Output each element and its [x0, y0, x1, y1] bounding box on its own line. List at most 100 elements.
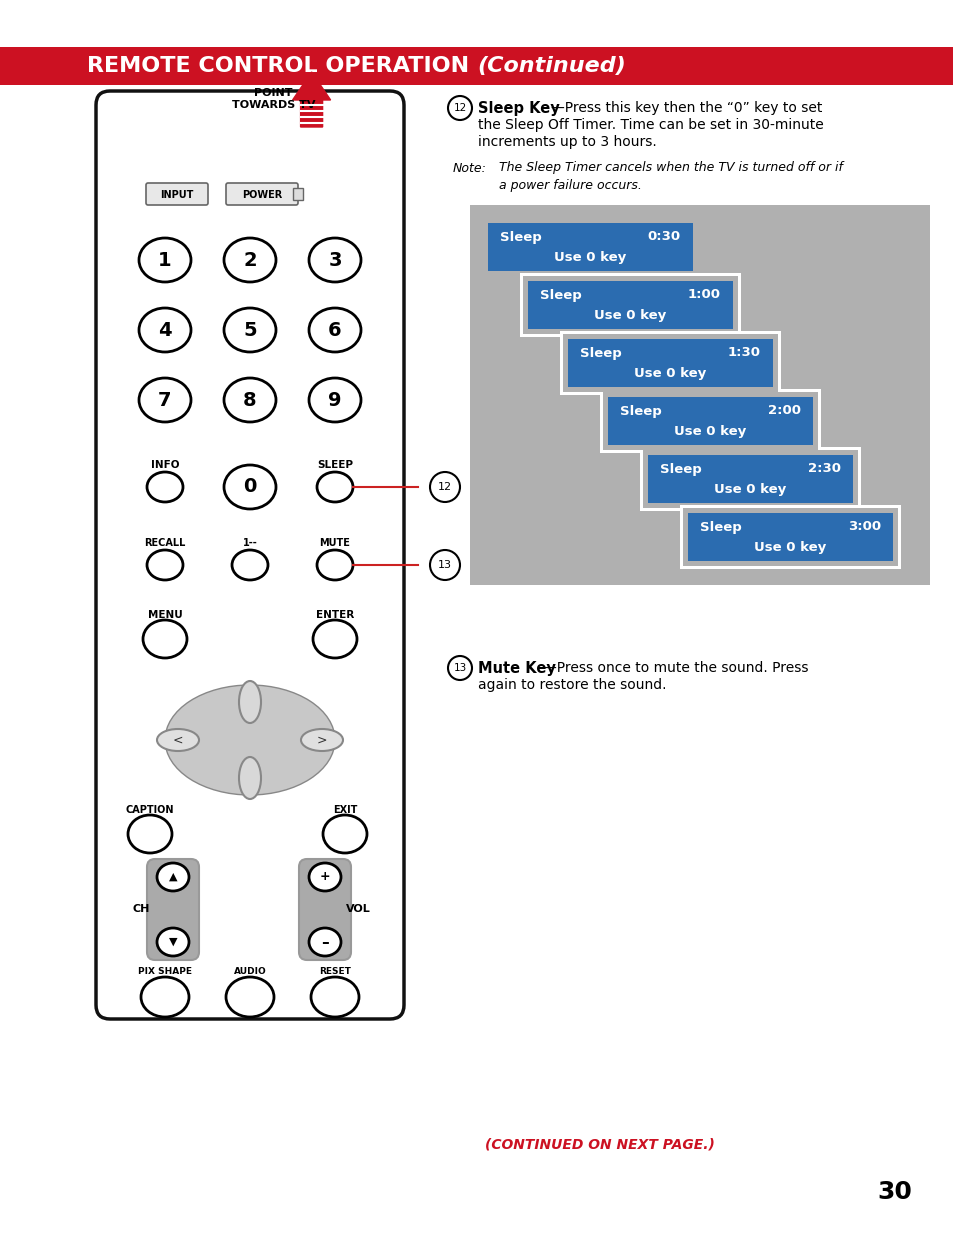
- FancyBboxPatch shape: [146, 183, 208, 205]
- Ellipse shape: [224, 308, 275, 352]
- Text: ▼: ▼: [169, 937, 177, 947]
- Text: 9: 9: [328, 390, 341, 410]
- Text: INFO: INFO: [151, 459, 179, 471]
- FancyBboxPatch shape: [226, 183, 297, 205]
- Text: a power failure occurs.: a power failure occurs.: [498, 179, 641, 191]
- Text: Use 0 key: Use 0 key: [714, 483, 786, 496]
- Text: 30: 30: [877, 1179, 911, 1204]
- Ellipse shape: [313, 620, 356, 658]
- Ellipse shape: [314, 981, 358, 1016]
- Ellipse shape: [132, 819, 172, 853]
- Ellipse shape: [309, 238, 360, 282]
- Text: 6: 6: [328, 321, 341, 340]
- Ellipse shape: [316, 472, 353, 501]
- Bar: [599, 389, 821, 453]
- Bar: [562, 333, 778, 391]
- Text: 1:30: 1:30: [727, 347, 760, 359]
- Text: VOL: VOL: [345, 904, 370, 914]
- Ellipse shape: [165, 685, 335, 795]
- Ellipse shape: [239, 757, 261, 799]
- Ellipse shape: [143, 312, 191, 352]
- Text: 1:00: 1:00: [687, 289, 720, 301]
- Ellipse shape: [301, 729, 343, 751]
- Text: 0:30: 0:30: [647, 231, 680, 243]
- Text: the Sleep Off Timer. Time can be set in 30-minute: the Sleep Off Timer. Time can be set in …: [477, 119, 822, 132]
- Ellipse shape: [147, 550, 183, 580]
- Ellipse shape: [143, 620, 187, 658]
- Ellipse shape: [313, 932, 340, 956]
- Ellipse shape: [228, 382, 275, 422]
- Text: Sleep: Sleep: [539, 289, 581, 301]
- Ellipse shape: [239, 680, 261, 722]
- Text: 12: 12: [453, 103, 466, 112]
- Ellipse shape: [143, 382, 191, 422]
- Ellipse shape: [224, 378, 275, 422]
- Bar: [488, 224, 692, 270]
- Text: 12: 12: [437, 482, 452, 492]
- Text: RECALL: RECALL: [144, 538, 186, 548]
- Ellipse shape: [323, 815, 367, 853]
- Ellipse shape: [311, 977, 358, 1016]
- Circle shape: [448, 656, 472, 680]
- Text: Sleep: Sleep: [499, 231, 541, 243]
- Text: The Sleep Timer cancels when the TV is turned off or if: The Sleep Timer cancels when the TV is t…: [498, 162, 842, 174]
- Ellipse shape: [157, 729, 199, 751]
- Circle shape: [430, 550, 459, 580]
- Bar: [647, 454, 852, 503]
- Text: Sleep Key: Sleep Key: [477, 100, 559, 116]
- Text: 7: 7: [158, 390, 172, 410]
- Ellipse shape: [309, 378, 360, 422]
- Bar: [470, 205, 929, 585]
- Ellipse shape: [313, 867, 340, 890]
- Text: Sleep: Sleep: [659, 462, 701, 475]
- Text: 3:00: 3:00: [847, 520, 880, 534]
- Text: 8: 8: [243, 390, 256, 410]
- Text: Use 0 key: Use 0 key: [754, 541, 825, 555]
- Bar: [559, 331, 781, 395]
- Text: again to restore the sound.: again to restore the sound.: [477, 678, 666, 692]
- Bar: [679, 505, 900, 569]
- Text: 0: 0: [243, 478, 256, 496]
- Text: Mute Key: Mute Key: [477, 661, 556, 676]
- Text: –: –: [321, 935, 329, 950]
- Text: Use 0 key: Use 0 key: [634, 368, 706, 380]
- Text: CH: CH: [132, 904, 150, 914]
- Text: 2:00: 2:00: [767, 405, 801, 417]
- Ellipse shape: [309, 308, 360, 352]
- Ellipse shape: [232, 550, 268, 580]
- Text: EXIT: EXIT: [333, 805, 356, 815]
- Ellipse shape: [139, 308, 191, 352]
- Ellipse shape: [224, 238, 275, 282]
- Text: MENU: MENU: [148, 610, 182, 620]
- Text: Note:: Note:: [453, 162, 486, 174]
- Text: (CONTINUED ON NEXT PAGE.): (CONTINUED ON NEXT PAGE.): [484, 1137, 714, 1152]
- Text: REMOTE CONTROL OPERATION: REMOTE CONTROL OPERATION: [87, 56, 477, 77]
- FancyBboxPatch shape: [298, 860, 351, 960]
- Ellipse shape: [313, 312, 360, 352]
- Ellipse shape: [235, 555, 268, 580]
- Ellipse shape: [145, 981, 189, 1016]
- Text: 13: 13: [453, 663, 466, 673]
- Ellipse shape: [161, 867, 189, 890]
- Text: 4: 4: [158, 321, 172, 340]
- Ellipse shape: [157, 863, 189, 890]
- Text: increments up to 3 hours.: increments up to 3 hours.: [477, 135, 656, 149]
- Ellipse shape: [327, 819, 367, 853]
- Ellipse shape: [147, 472, 183, 501]
- Text: 3: 3: [328, 251, 341, 269]
- Text: (Continued): (Continued): [476, 56, 625, 77]
- Circle shape: [430, 472, 459, 501]
- Ellipse shape: [230, 981, 274, 1016]
- Text: Sleep: Sleep: [579, 347, 621, 359]
- FancyBboxPatch shape: [147, 860, 199, 960]
- Text: CAPTION: CAPTION: [126, 805, 174, 815]
- Ellipse shape: [316, 550, 353, 580]
- Bar: [567, 338, 772, 387]
- Text: 2: 2: [243, 251, 256, 269]
- FancyArrow shape: [293, 72, 331, 127]
- Bar: [682, 508, 897, 566]
- Ellipse shape: [309, 863, 340, 890]
- Ellipse shape: [320, 475, 353, 501]
- Text: Use 0 key: Use 0 key: [554, 252, 626, 264]
- Bar: [293, 188, 303, 200]
